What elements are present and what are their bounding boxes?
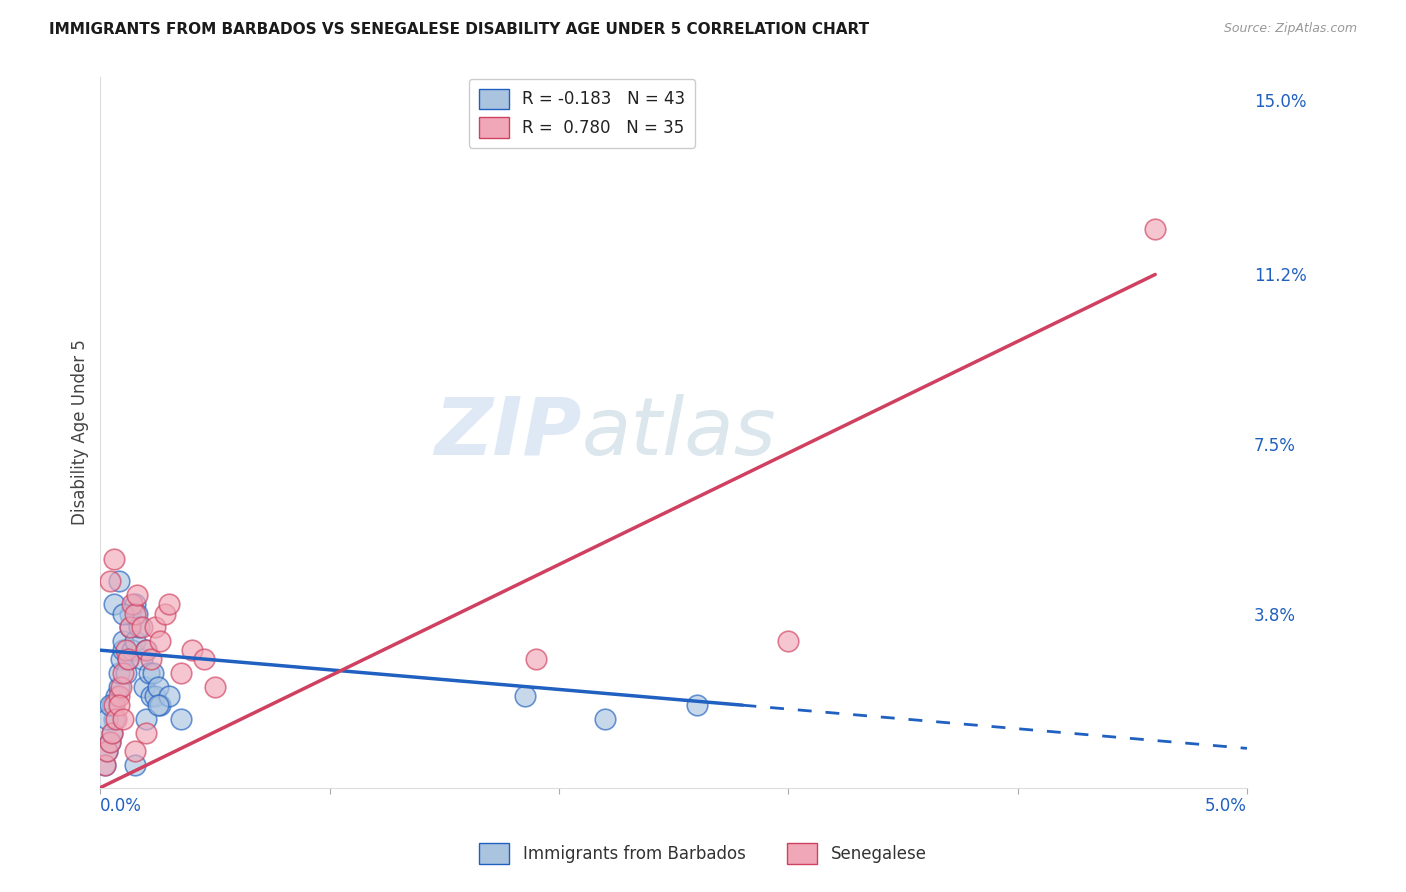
Point <box>135 643 157 657</box>
Point <box>103 598 125 612</box>
Text: 0.0%: 0.0% <box>100 797 142 815</box>
Point <box>157 598 180 612</box>
Point <box>107 698 129 713</box>
Point <box>107 680 129 694</box>
Point <box>101 725 124 739</box>
Point <box>96 712 118 726</box>
Y-axis label: Disability Age Under 5: Disability Age Under 5 <box>72 340 89 525</box>
Point <box>101 725 124 739</box>
Point <box>112 607 135 621</box>
Point <box>124 757 146 772</box>
Text: Source: ZipAtlas.com: Source: ZipAtlas.com <box>1223 22 1357 36</box>
Point <box>112 666 135 681</box>
Point <box>135 643 157 657</box>
Point <box>142 666 165 681</box>
Point <box>125 607 148 621</box>
Point <box>149 634 172 648</box>
Point <box>153 607 176 621</box>
Point <box>593 712 616 726</box>
Point <box>121 643 143 657</box>
Point <box>124 634 146 648</box>
Point <box>169 666 191 681</box>
Point <box>131 620 153 634</box>
Text: ZIP: ZIP <box>434 393 582 472</box>
Point <box>110 680 132 694</box>
Point <box>120 620 142 634</box>
Point <box>120 620 142 634</box>
Point <box>131 652 153 666</box>
Point <box>121 598 143 612</box>
Legend: R = -0.183   N = 43, R =  0.780   N = 35: R = -0.183 N = 43, R = 0.780 N = 35 <box>468 78 695 148</box>
Point <box>146 698 169 713</box>
Point <box>124 744 146 758</box>
Point <box>107 574 129 589</box>
Point <box>124 598 146 612</box>
Point <box>94 757 117 772</box>
Point <box>103 698 125 713</box>
Point <box>112 634 135 648</box>
Point <box>149 698 172 713</box>
Point <box>124 607 146 621</box>
Point <box>105 689 128 703</box>
Point <box>114 666 136 681</box>
Point <box>135 712 157 726</box>
Point <box>114 643 136 657</box>
Point <box>98 735 121 749</box>
Point <box>112 712 135 726</box>
Point <box>117 652 139 666</box>
Point <box>101 698 124 713</box>
Point <box>96 744 118 758</box>
Point <box>146 680 169 694</box>
Point <box>103 551 125 566</box>
Text: 5.0%: 5.0% <box>1205 797 1247 815</box>
Point <box>128 620 150 634</box>
Legend: Immigrants from Barbados, Senegalese: Immigrants from Barbados, Senegalese <box>472 837 934 871</box>
Point <box>125 588 148 602</box>
Point <box>513 689 536 703</box>
Point <box>139 689 162 703</box>
Point <box>157 689 180 703</box>
Point <box>94 757 117 772</box>
Point <box>138 666 160 681</box>
Point <box>110 652 132 666</box>
Point <box>524 652 547 666</box>
Point <box>204 680 226 694</box>
Point <box>120 607 142 621</box>
Point <box>145 620 167 634</box>
Point <box>107 689 129 703</box>
Point <box>139 652 162 666</box>
Point <box>112 643 135 657</box>
Point <box>193 652 215 666</box>
Point <box>98 698 121 713</box>
Point <box>778 634 800 648</box>
Point <box>96 744 118 758</box>
Text: atlas: atlas <box>582 393 776 472</box>
Point <box>103 712 125 726</box>
Point <box>685 698 707 713</box>
Point <box>169 712 191 726</box>
Point <box>117 652 139 666</box>
Point <box>135 725 157 739</box>
Point <box>132 680 155 694</box>
Point <box>145 689 167 703</box>
Point <box>98 574 121 589</box>
Point <box>98 735 121 749</box>
Point <box>181 643 204 657</box>
Text: IMMIGRANTS FROM BARBADOS VS SENEGALESE DISABILITY AGE UNDER 5 CORRELATION CHART: IMMIGRANTS FROM BARBADOS VS SENEGALESE D… <box>49 22 869 37</box>
Point <box>1144 221 1167 235</box>
Point <box>105 712 128 726</box>
Point <box>107 666 129 681</box>
